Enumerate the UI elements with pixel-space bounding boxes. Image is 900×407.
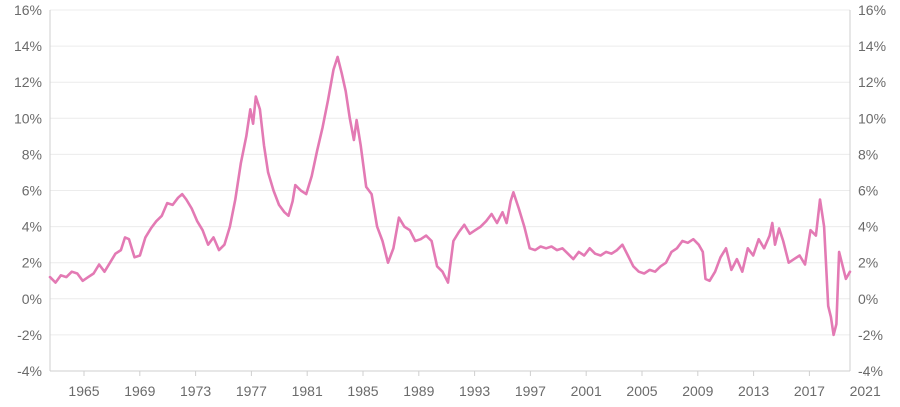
x-tick-label: 1969 — [124, 383, 155, 399]
x-tick-label: 1973 — [180, 383, 211, 399]
y-tick-label-right: -2% — [858, 327, 883, 343]
x-tick-label: 1981 — [292, 383, 323, 399]
y-tick-label-left: 8% — [22, 146, 42, 162]
y-tick-label-right: 8% — [858, 146, 878, 162]
x-tick-label: 2021 — [850, 383, 881, 399]
y-tick-label-left: -4% — [17, 363, 42, 379]
x-tick-label: 1997 — [515, 383, 546, 399]
y-tick-label-right: 14% — [858, 38, 886, 54]
y-tick-label-right: 0% — [858, 291, 878, 307]
left-y-axis-tick-labels: -4% -2% 0% 2% 4% 6% 8% 10% 12% 14% 16% — [14, 2, 42, 379]
y-tick-label-left: 10% — [14, 110, 42, 126]
x-tick-label: 2009 — [682, 383, 713, 399]
y-tick-label-left: 6% — [22, 183, 42, 199]
y-tick-label-right: 12% — [858, 74, 886, 90]
y-tick-label-left: 2% — [22, 255, 42, 271]
y-tick-label-right: 16% — [858, 2, 886, 18]
x-tick-label: 1965 — [68, 383, 99, 399]
x-tick-label: 2005 — [626, 383, 657, 399]
y-tick-label-right: 4% — [858, 219, 878, 235]
x-tick-label: 1977 — [236, 383, 267, 399]
x-tick-label: 2017 — [794, 383, 825, 399]
series-line — [48, 55, 852, 337]
y-tick-label-left: -2% — [17, 327, 42, 343]
axes — [49, 10, 866, 376]
x-tick-label: 1989 — [403, 383, 434, 399]
x-axis-tick-labels: 1965 1969 1973 1977 1981 1985 1989 1993 1997 2001… — [68, 383, 881, 399]
y-tick-label-right: 10% — [858, 110, 886, 126]
x-tick-label: 2001 — [571, 383, 602, 399]
y-tick-label-left: 0% — [22, 291, 42, 307]
y-tick-label-left: 14% — [14, 38, 42, 54]
y-tick-label-right: 2% — [858, 255, 878, 271]
y-tick-label-left: 12% — [14, 74, 42, 90]
y-tick-label-right: -4% — [858, 363, 883, 379]
x-tick-label: 1993 — [459, 383, 490, 399]
y-tick-label-left: 4% — [22, 219, 42, 235]
right-y-axis-tick-labels: -4% -2% 0% 2% 4% 6% 8% 10% 12% 14% 16% — [858, 2, 886, 379]
y-tick-label-right: 6% — [858, 183, 878, 199]
y-tick-label-left: 16% — [14, 2, 42, 18]
x-tick-label: 2013 — [738, 383, 769, 399]
x-tick-label: 1985 — [347, 383, 378, 399]
horizontal-gridlines — [50, 9, 850, 372]
series-layer — [48, 55, 852, 337]
